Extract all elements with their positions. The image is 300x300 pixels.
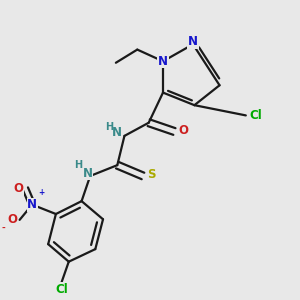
- Text: +: +: [38, 188, 45, 197]
- Text: Cl: Cl: [249, 109, 262, 122]
- Text: -: -: [1, 224, 5, 233]
- Text: N: N: [112, 127, 122, 140]
- Text: N: N: [158, 55, 168, 68]
- Text: O: O: [178, 124, 188, 136]
- Text: N: N: [82, 167, 92, 180]
- Text: Cl: Cl: [55, 283, 68, 296]
- Text: H: H: [105, 122, 113, 131]
- Text: H: H: [74, 160, 82, 170]
- Text: S: S: [147, 168, 156, 181]
- Text: N: N: [27, 198, 37, 211]
- Text: O: O: [13, 182, 23, 195]
- Text: N: N: [188, 35, 198, 49]
- Text: O: O: [8, 213, 17, 226]
